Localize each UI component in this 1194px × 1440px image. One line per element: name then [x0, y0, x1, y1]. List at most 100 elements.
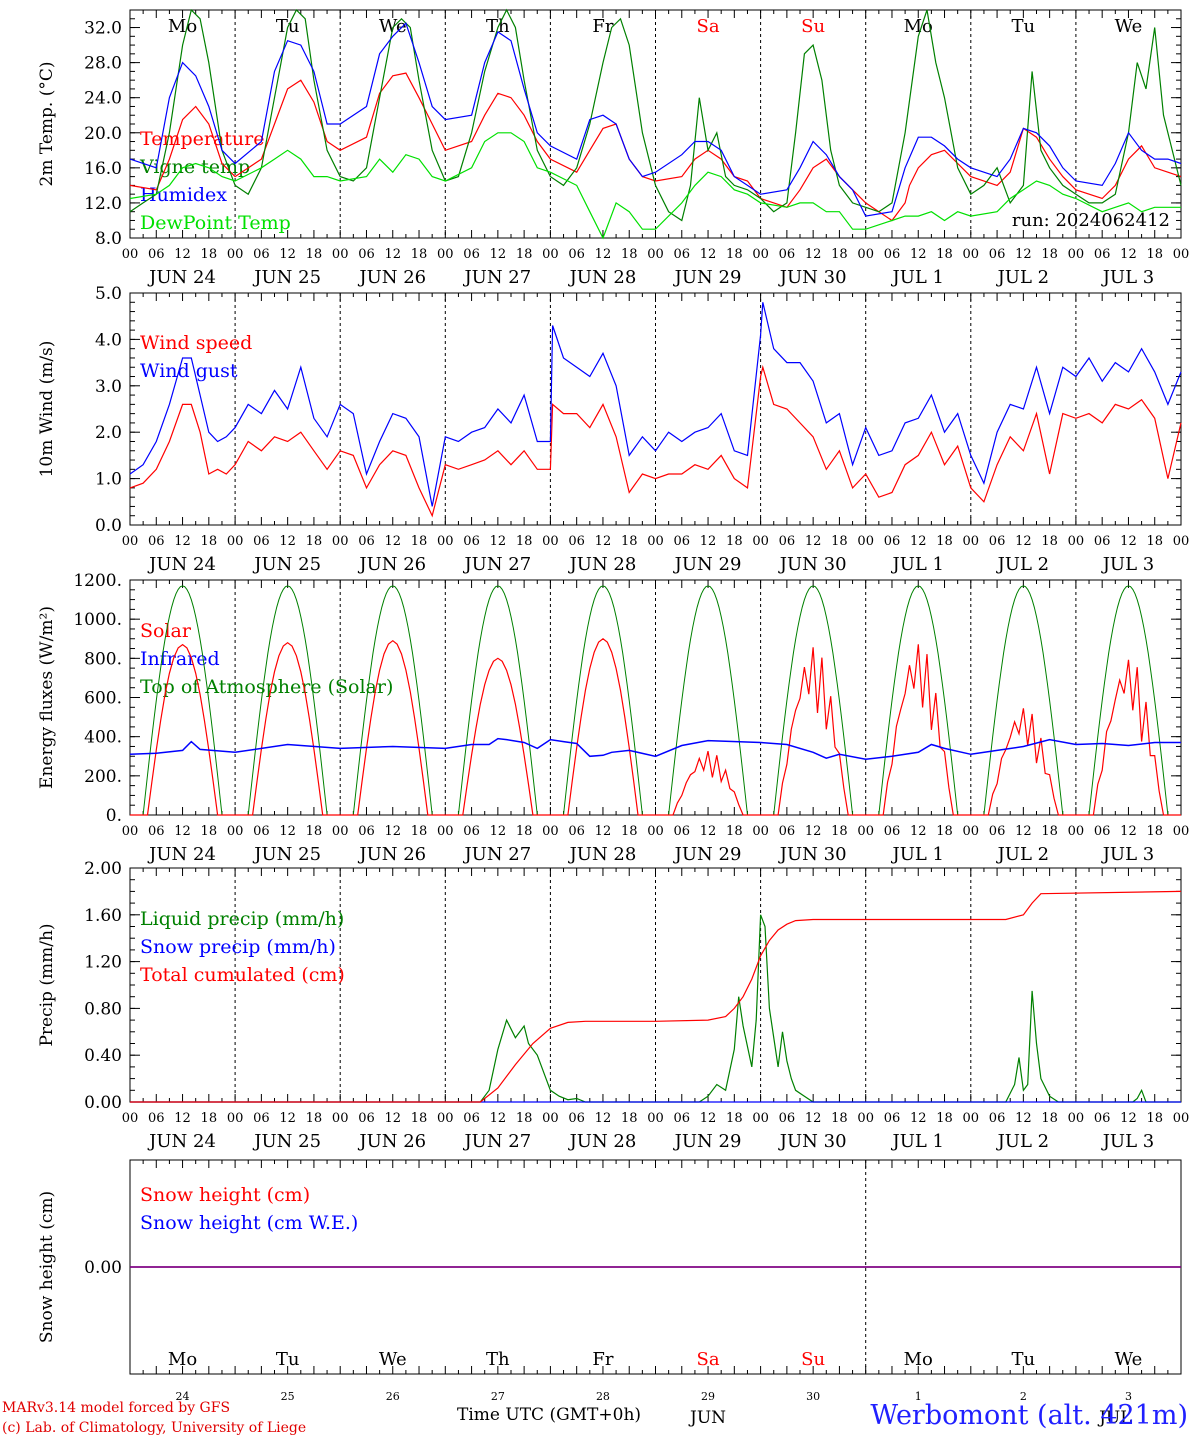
hour-tick-label: 18: [411, 247, 428, 262]
y-tick-label: 4.0: [95, 330, 122, 350]
weekday-label: Fr: [592, 1349, 613, 1370]
hour-tick-label: 06: [779, 247, 796, 262]
hour-tick-label: 00: [227, 824, 244, 839]
hour-tick-label: 00: [227, 534, 244, 549]
y-tick-label: 16.0: [84, 159, 122, 179]
date-label: JUN 27: [462, 267, 531, 288]
date-label: JUN 30: [778, 554, 847, 575]
hour-tick-label: 18: [306, 1111, 323, 1126]
panel-3: 0. 200. 400. 600. 800. 1000. 1200. Energy fluxe…: [37, 571, 1189, 865]
hour-tick-label: 00: [752, 1111, 769, 1126]
hour-tick-label: 12: [174, 247, 191, 262]
hour-tick-label: 06: [989, 1111, 1006, 1126]
date-label: JUL 1: [890, 844, 944, 865]
hour-tick-label: 00: [542, 534, 559, 549]
hour-tick-label: 18: [621, 534, 638, 549]
y-tick-label: 0.80: [84, 999, 122, 1019]
hour-tick-label: 00: [1068, 1111, 1085, 1126]
date-label: JUN 26: [357, 267, 426, 288]
series-wind-gust: [129, 302, 1182, 507]
date-label: JUN 30: [778, 844, 847, 865]
panel-5: 0.00 Snow height (cm) Mo 24 Tu 25 We 26 Th 27 Fr 28…: [37, 1159, 1182, 1428]
y-tick-label: 0.40: [84, 1046, 122, 1066]
hour-tick-label: 00: [857, 534, 874, 549]
hour-tick-label: 12: [1015, 1111, 1032, 1126]
legend-entry: Wind speed: [140, 332, 252, 354]
hour-tick-label: 00: [122, 1111, 139, 1126]
hour-tick-label: 18: [831, 534, 848, 549]
hour-tick-label: 06: [884, 534, 901, 549]
y-tick-label: 1.0: [95, 470, 122, 490]
hour-tick-label: 12: [490, 1111, 507, 1126]
hour-tick-label: 00: [332, 824, 349, 839]
hour-tick-label: 00: [437, 824, 454, 839]
date-label: JUL 1: [890, 267, 944, 288]
hour-tick-label: 12: [279, 534, 296, 549]
date-label: JUN 25: [252, 554, 321, 575]
weekday-label: Mo: [904, 16, 933, 37]
y-tick-label: 0.0: [95, 516, 122, 536]
hour-tick-label: 12: [490, 247, 507, 262]
hour-tick-label: 06: [779, 824, 796, 839]
weekday-label: Mo: [904, 1349, 933, 1370]
date-label: JUN 29: [673, 1131, 742, 1152]
hour-tick-label: 18: [411, 824, 428, 839]
legend-entry: Snow precip (mm/h): [140, 936, 336, 958]
hour-tick-label: 06: [463, 1111, 480, 1126]
hour-tick-label: 12: [595, 1111, 612, 1126]
hour-tick-label: 00: [752, 824, 769, 839]
weekday-label: Mo: [168, 1349, 197, 1370]
hour-tick-label: 12: [1120, 1111, 1137, 1126]
weekday-label: Sa: [697, 16, 720, 37]
legend-entry: Liquid precip (mm/h): [140, 908, 344, 930]
hour-tick-label: 06: [989, 247, 1006, 262]
hour-tick-label: 18: [306, 534, 323, 549]
date-number-label: 1: [915, 1390, 922, 1403]
weekday-label: Tu: [1012, 1349, 1036, 1370]
hour-tick-label: 00: [1068, 824, 1085, 839]
y-axis-label: 2m Temp. (°C): [37, 61, 57, 186]
hour-tick-label: 12: [490, 824, 507, 839]
date-number-label: 25: [281, 1390, 295, 1403]
hour-tick-label: 06: [674, 534, 691, 549]
date-label: JUN 24: [147, 844, 216, 865]
hour-tick-label: 12: [174, 824, 191, 839]
date-label: JUN 26: [357, 554, 426, 575]
hour-tick-label: 12: [1120, 534, 1137, 549]
hour-tick-label: 18: [936, 534, 953, 549]
hour-tick-label: 06: [674, 247, 691, 262]
hour-tick-label: 18: [201, 1111, 218, 1126]
hour-tick-label: 12: [805, 1111, 822, 1126]
hour-tick-label: 12: [595, 534, 612, 549]
hour-tick-label: 18: [1146, 1111, 1163, 1126]
hour-tick-label: 00: [122, 824, 139, 839]
weekday-label: We: [1115, 1349, 1143, 1370]
hour-tick-label: 18: [306, 824, 323, 839]
hour-tick-label: 06: [1094, 1111, 1111, 1126]
legend-entry: Infrared: [140, 648, 220, 670]
hour-tick-label: 06: [568, 534, 585, 549]
hour-tick-label: 18: [726, 1111, 743, 1126]
y-axis-label: Energy fluxes (W/m²): [37, 606, 57, 789]
y-axis-label: 10m Wind (m/s): [37, 341, 57, 478]
date-label: JUN 24: [147, 1131, 216, 1152]
hour-tick-label: 06: [779, 534, 796, 549]
hour-tick-label: 00: [857, 247, 874, 262]
date-label: JUL 3: [1101, 554, 1155, 575]
hour-tick-label: 12: [700, 247, 717, 262]
hour-tick-label: 18: [1041, 534, 1058, 549]
hour-tick-label: 18: [201, 247, 218, 262]
hour-tick-label: 00: [1068, 247, 1085, 262]
series-total-cumulated-cm-: [130, 890, 1182, 1103]
date-label: JUN 27: [462, 554, 531, 575]
hour-tick-label: 00: [752, 534, 769, 549]
date-label: JUN 24: [147, 554, 216, 575]
legend-entry: Top of Atmosphere (Solar): [140, 676, 393, 698]
hour-tick-label: 06: [358, 824, 375, 839]
hour-tick-label: 00: [647, 1111, 664, 1126]
hour-tick-label: 00: [542, 824, 559, 839]
y-tick-label: 400.: [84, 728, 122, 748]
hour-tick-label: 00: [857, 1111, 874, 1126]
hour-tick-label: 12: [910, 1111, 927, 1126]
hour-tick-label: 06: [358, 534, 375, 549]
